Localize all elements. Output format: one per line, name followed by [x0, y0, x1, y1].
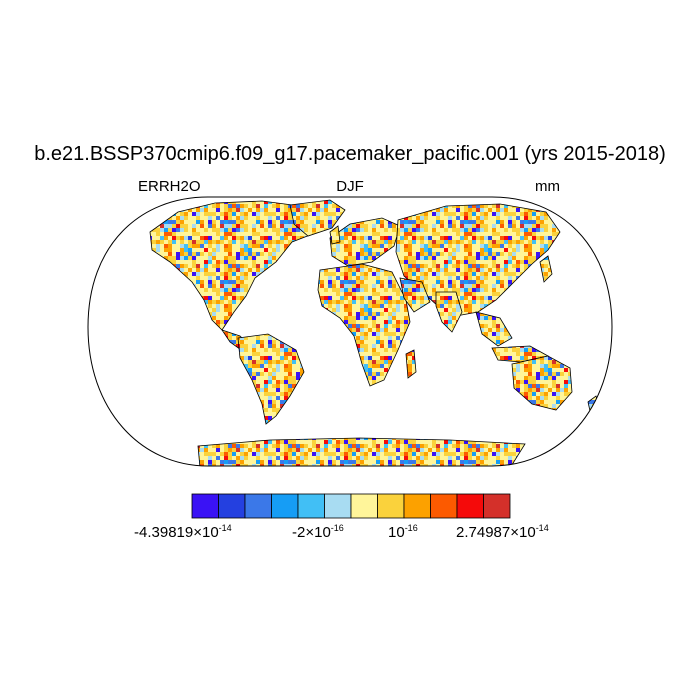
colorbar-box [244, 493, 272, 519]
colorbar-mid2-label: 10-16 [388, 523, 418, 541]
land-uk [329, 225, 341, 245]
map-boundary [87, 196, 613, 467]
land-japan [539, 255, 553, 283]
colorbar-box [403, 493, 431, 519]
colorbar-box [483, 493, 511, 519]
land-south-america [237, 333, 305, 425]
land-africa [317, 263, 411, 387]
colorbar-box [350, 493, 378, 519]
land-australia [511, 355, 573, 411]
season-label: DJF [336, 178, 364, 195]
land-north-america [149, 200, 323, 331]
colorbar-min-label: -4.39819×10-14 [134, 523, 232, 541]
colorbar [191, 493, 511, 519]
land-field [149, 199, 601, 466]
colorbar-max-label: 2.74987×10-14 [456, 523, 549, 541]
variable-label: ERRH2O [138, 178, 201, 195]
colorbar-box [297, 493, 325, 519]
colorbar-box [430, 493, 458, 519]
colorbar-box [271, 493, 299, 519]
land-madagascar [405, 349, 417, 379]
colorbar-box [456, 493, 484, 519]
colorbar-box [377, 493, 405, 519]
land-india [435, 291, 463, 333]
land-antarctica [197, 437, 526, 466]
colorbar-box [324, 493, 352, 519]
land-new-zealand [587, 395, 601, 421]
colorbar-box [191, 493, 219, 519]
colorbar-box [218, 493, 246, 519]
land-greenland [289, 199, 346, 237]
land-southeast-asia [475, 311, 513, 347]
colorbar-mid1-label: -2×10-16 [292, 523, 344, 541]
plot-title: b.e21.BSSP370cmip6.f09_g17.pacemaker_pac… [34, 143, 666, 165]
land-europe [329, 217, 401, 267]
units-label: mm [535, 178, 560, 195]
land-arabia [399, 277, 431, 313]
